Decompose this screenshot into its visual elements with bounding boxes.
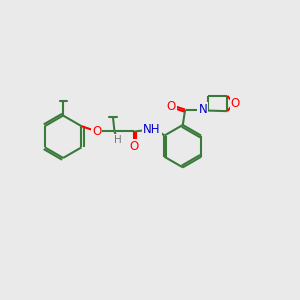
Text: O: O [167,100,176,112]
Text: O: O [129,140,138,153]
Text: O: O [92,125,101,138]
Text: N: N [198,103,207,116]
Text: NH: NH [143,124,160,136]
Text: H: H [114,135,122,145]
Text: O: O [231,97,240,110]
